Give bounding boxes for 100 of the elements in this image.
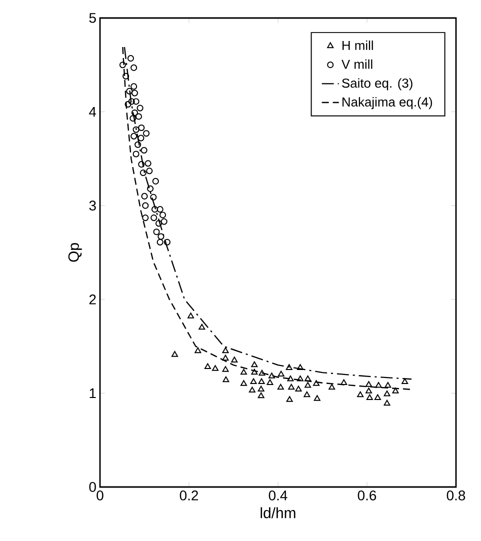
point (240, 380, 247, 386)
point (295, 386, 302, 392)
point (160, 218, 168, 225)
point (138, 134, 144, 142)
point (366, 381, 372, 387)
point (258, 392, 264, 398)
point (222, 376, 230, 382)
y-tick-label: 3 (89, 200, 96, 211)
point (222, 366, 229, 372)
point (384, 382, 392, 388)
x-axis-title: ld/hm (260, 507, 296, 518)
legend-label: V mill (342, 59, 372, 69)
point (384, 400, 390, 406)
x-tick-label: 0.4 (268, 490, 288, 500)
point (194, 347, 202, 354)
point (130, 83, 138, 90)
point (258, 370, 266, 376)
y-tick-label: 5 (89, 13, 96, 23)
point (304, 382, 312, 388)
point (204, 363, 211, 370)
point (251, 361, 258, 368)
point (296, 364, 304, 370)
point (132, 126, 140, 133)
point (287, 375, 294, 382)
point (231, 356, 238, 362)
legend-label: H mill (342, 40, 373, 50)
point (402, 378, 408, 384)
point (304, 375, 312, 382)
point (140, 146, 148, 154)
point (130, 132, 138, 140)
point (140, 169, 146, 176)
legend-label: Nakajima eq.(4) (342, 97, 432, 110)
point (288, 384, 295, 390)
point (158, 233, 164, 240)
point (146, 185, 154, 192)
y-tick-label: 4 (89, 107, 96, 117)
point (328, 384, 336, 390)
point (374, 394, 381, 400)
point (313, 380, 320, 386)
point (212, 365, 219, 371)
point (340, 379, 348, 385)
y-axis-title: Qp (68, 243, 82, 262)
point (366, 388, 372, 394)
point (150, 214, 158, 222)
point (153, 228, 160, 236)
point (286, 396, 293, 402)
x-tick-label: 0.2 (180, 490, 198, 500)
point (258, 378, 265, 384)
point (142, 214, 149, 222)
point (132, 150, 140, 158)
point (127, 55, 134, 62)
point (130, 115, 136, 122)
point (126, 88, 133, 94)
point (357, 391, 364, 398)
y-tick-label: 0 (89, 482, 96, 492)
point (156, 238, 164, 246)
point (131, 90, 138, 96)
point (142, 130, 150, 137)
point (122, 72, 130, 80)
point (152, 178, 159, 184)
point (251, 368, 258, 375)
x-tick-label: 0.8 (446, 490, 466, 500)
point (146, 168, 153, 174)
legend-label: Saito eq. (3) (342, 78, 412, 90)
point (314, 395, 320, 401)
point (198, 324, 206, 330)
point (155, 220, 162, 227)
point (159, 212, 166, 218)
point (138, 161, 145, 168)
point (136, 104, 144, 112)
y-tick-label: 1 (90, 388, 96, 398)
point (142, 202, 149, 209)
point (222, 347, 229, 354)
point (172, 351, 178, 357)
point (248, 386, 256, 392)
x-tick-label: 0.6 (358, 490, 376, 500)
point (150, 194, 157, 200)
x-tick-label: 0 (96, 490, 104, 500)
point (258, 386, 264, 392)
point (188, 312, 194, 318)
point (278, 370, 284, 377)
point (130, 64, 138, 71)
point (164, 238, 170, 246)
point (124, 101, 132, 108)
point (268, 372, 276, 378)
point (128, 98, 135, 105)
y-tick-label: 2 (89, 294, 96, 304)
point (156, 206, 164, 213)
point (384, 390, 390, 396)
point (375, 382, 382, 388)
point (138, 124, 145, 132)
point (296, 375, 304, 382)
point (119, 62, 126, 68)
point (132, 98, 140, 105)
point (366, 394, 373, 400)
point (250, 378, 257, 384)
point (131, 109, 138, 116)
point (277, 384, 284, 390)
point (222, 354, 229, 361)
point (135, 113, 142, 120)
